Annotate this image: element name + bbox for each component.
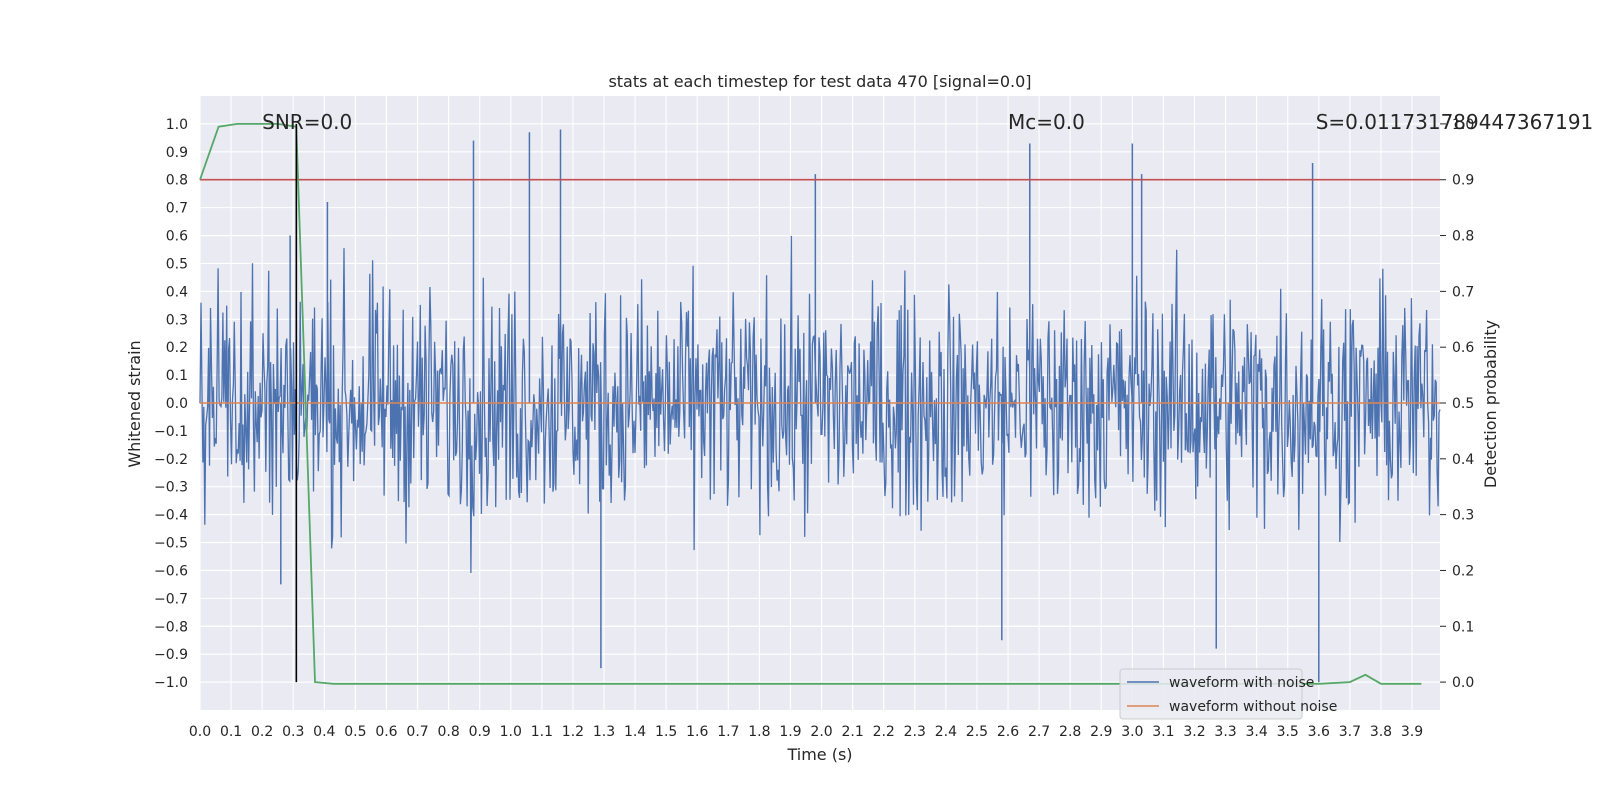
x-tick-label: 1.9 xyxy=(779,724,801,740)
y-tick-label: −0.7 xyxy=(154,591,188,607)
x-tick-label: 0.3 xyxy=(282,724,304,740)
x-tick-label: 0.5 xyxy=(344,724,366,740)
y-tick-label: −0.5 xyxy=(154,536,188,552)
y-tick-label: 0.9 xyxy=(166,145,188,161)
x-tick-label: 2.5 xyxy=(966,724,988,740)
x-tick-label: 3.5 xyxy=(1277,724,1299,740)
y2-tick-label: 0.1 xyxy=(1452,619,1474,635)
y-tick-label: −1.0 xyxy=(154,675,188,691)
annotation: SNR=0.0 xyxy=(262,110,352,134)
y-tick-label: 0.1 xyxy=(166,368,188,384)
x-tick-label: 2.0 xyxy=(810,724,832,740)
annotations: SNR=0.0 Mc=0.0 S=0.011731789447367191 xyxy=(262,110,1593,134)
series-detection-probability xyxy=(199,123,1422,685)
y2-axis-label: Detection probability xyxy=(1481,320,1500,488)
y2-tick-label: 0.3 xyxy=(1452,508,1474,524)
y-tick-label: 0.3 xyxy=(166,312,188,328)
y-tick-label: 0.7 xyxy=(166,201,188,217)
x-tick-label: 3.3 xyxy=(1214,724,1236,740)
y2-tick-label: 0.5 xyxy=(1452,396,1474,412)
y-tick-label: 0.2 xyxy=(166,340,188,356)
y-tick-label: 0.6 xyxy=(166,229,188,245)
x-tick-label: 0.0 xyxy=(189,724,211,740)
x-tick-label: 0.6 xyxy=(375,724,397,740)
y-tick-label: 0.8 xyxy=(166,173,188,189)
chart-title: stats at each timestep for test data 470… xyxy=(608,72,1031,91)
x-tick-label: 2.2 xyxy=(873,724,895,740)
x-tick-label: 3.9 xyxy=(1401,724,1423,740)
y-tick-label: −0.4 xyxy=(154,508,188,524)
x-tick-label: 1.4 xyxy=(624,724,646,740)
x-tick-label: 1.8 xyxy=(748,724,770,740)
x-tick-label: 2.3 xyxy=(904,724,926,740)
x-tick-label: 1.2 xyxy=(562,724,584,740)
y2-tick-label: 0.7 xyxy=(1452,284,1474,300)
series-waveform-with-noise xyxy=(199,235,1441,574)
y2-tick-label: 0.4 xyxy=(1452,452,1474,468)
noise-peaks xyxy=(280,129,1320,683)
x-tick-label: 1.1 xyxy=(531,724,553,740)
x-tick-label: 3.2 xyxy=(1183,724,1205,740)
x-tick-label: 1.3 xyxy=(593,724,615,740)
legend-box xyxy=(1119,668,1303,720)
x-axis-label: Time (s) xyxy=(786,745,852,764)
legend-label-waveform-with-noise: waveform with noise xyxy=(1169,675,1314,691)
annotation: S=0.011731789447367191 xyxy=(1316,110,1594,134)
legend-label-waveform-without-noise: waveform without noise xyxy=(1169,699,1337,715)
y-tick-label: −0.2 xyxy=(154,452,188,468)
x-tick-label: 3.1 xyxy=(1152,724,1174,740)
x-tick-label: 0.1 xyxy=(220,724,242,740)
y-tick-label: 1.0 xyxy=(166,117,188,133)
x-axis-ticks: 0.0 0.1 0.2 0.3 0.4 0.5 0.6 0.7 0.8 0.9 1.0 1.1 1.2 1… xyxy=(189,724,1423,740)
x-tick-label: 3.7 xyxy=(1339,724,1361,740)
y2-tick-label: 0.0 xyxy=(1452,675,1474,691)
plot-area xyxy=(199,123,1441,685)
x-tick-label: 2.6 xyxy=(997,724,1019,740)
x-tick-label: 0.2 xyxy=(251,724,273,740)
x-tick-label: 3.4 xyxy=(1246,724,1268,740)
legend: waveform with noise waveform without noi… xyxy=(1119,668,1337,720)
x-tick-label: 3.0 xyxy=(1121,724,1143,740)
x-tick-label: 1.7 xyxy=(717,724,739,740)
x-tick-label: 3.6 xyxy=(1308,724,1330,740)
x-tick-label: 2.1 xyxy=(841,724,863,740)
x-tick-label: 2.4 xyxy=(935,724,957,740)
y-tick-label: −0.9 xyxy=(154,647,188,663)
x-tick-label: 1.5 xyxy=(655,724,677,740)
x-tick-label: 2.9 xyxy=(1090,724,1112,740)
y2-tick-label: 0.2 xyxy=(1452,563,1474,579)
x-tick-label: 1.6 xyxy=(686,724,708,740)
x-tick-label: 0.7 xyxy=(406,724,428,740)
x-tick-label: 1.0 xyxy=(500,724,522,740)
y2-axis-ticks: 1.0 0.9 0.8 0.7 0.6 0.5 0.4 0.3 0.2 0.1 0.0 xyxy=(1440,117,1474,691)
y2-tick-label: 0.9 xyxy=(1452,173,1474,189)
y-tick-label: 0.0 xyxy=(166,396,188,412)
y-tick-label: 0.5 xyxy=(166,256,188,272)
y2-tick-label: 0.6 xyxy=(1452,340,1474,356)
y-tick-label: −0.8 xyxy=(154,619,188,635)
y-axis-ticks: 1.0 0.9 0.8 0.7 0.6 0.5 0.4 0.3 0.2 0.1 0.0 −0.1 −0.… xyxy=(154,117,188,691)
y2-tick-label: 1.0 xyxy=(1452,117,1474,133)
y2-tick-label: 0.8 xyxy=(1452,229,1474,245)
x-tick-label: 0.8 xyxy=(437,724,459,740)
y-tick-label: −0.6 xyxy=(154,563,188,579)
x-tick-label: 3.8 xyxy=(1370,724,1392,740)
x-tick-label: 2.7 xyxy=(1028,724,1050,740)
y-tick-label: 0.4 xyxy=(166,284,188,300)
x-tick-label: 0.9 xyxy=(469,724,491,740)
annotation: Mc=0.0 xyxy=(1008,110,1085,134)
y-axis-label: Whitened strain xyxy=(125,340,144,467)
x-tick-label: 0.4 xyxy=(313,724,335,740)
x-tick-label: 2.8 xyxy=(1059,724,1081,740)
y-tick-label: −0.1 xyxy=(154,424,188,440)
y-tick-label: −0.3 xyxy=(154,480,188,496)
